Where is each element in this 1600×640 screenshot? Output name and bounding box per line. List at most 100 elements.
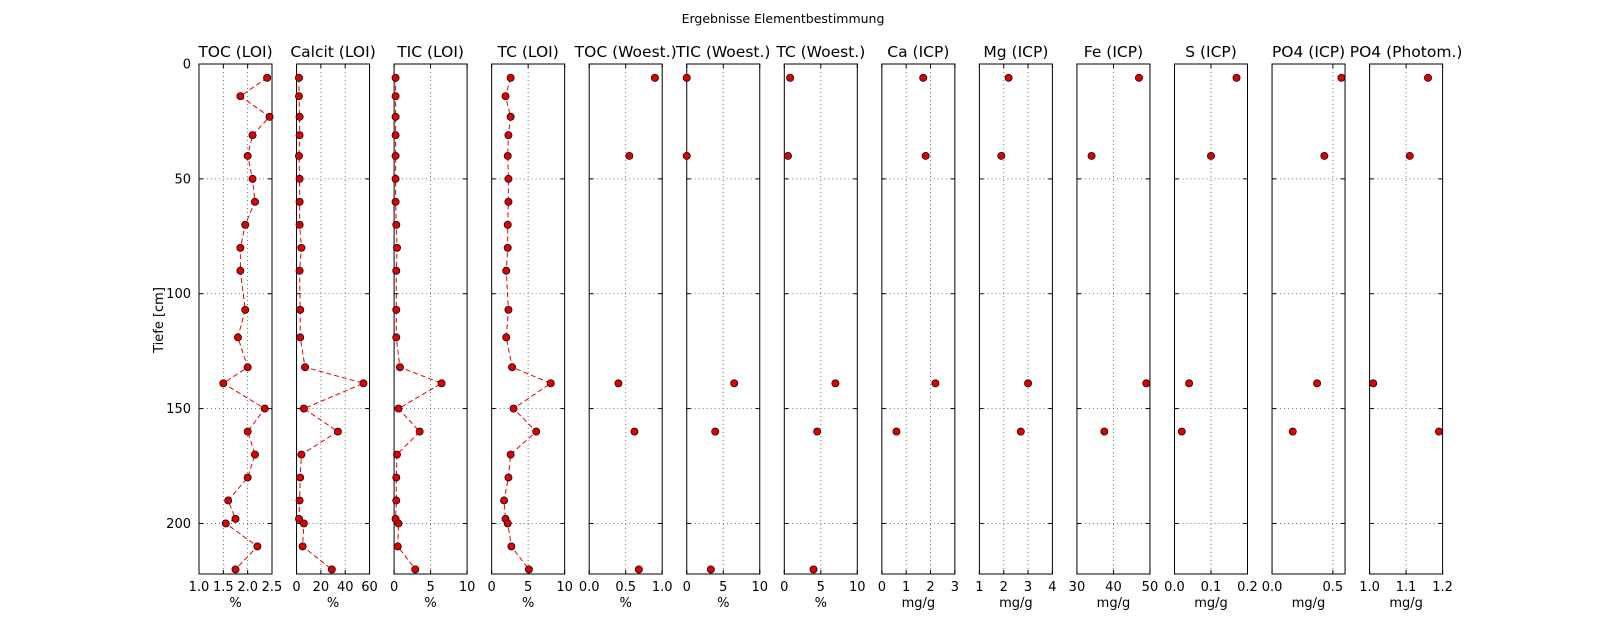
x-tick-label: 0 xyxy=(878,580,886,595)
x-tick-label: 5 xyxy=(426,580,434,595)
data-point xyxy=(248,131,257,140)
data-point xyxy=(392,496,401,505)
data-point xyxy=(919,73,928,82)
data-point xyxy=(415,427,424,436)
data-point xyxy=(1142,379,1151,388)
data-point xyxy=(295,197,304,206)
data-point xyxy=(260,404,269,413)
x-axis-label: % xyxy=(620,596,632,611)
data-point xyxy=(251,197,259,206)
data-point xyxy=(295,73,303,82)
data-point xyxy=(1434,427,1443,436)
panel-4: 0 5 10 TC (LOI)% xyxy=(488,43,573,611)
x-tick-label: 2.5 xyxy=(262,580,283,595)
data-point xyxy=(392,473,401,482)
data-point xyxy=(921,151,930,160)
x-tick-label: 50 xyxy=(1142,580,1159,595)
data-point xyxy=(391,92,400,101)
data-point xyxy=(1004,73,1013,82)
x-tick-label: 1.0 xyxy=(1359,580,1380,595)
data-point xyxy=(391,131,400,140)
data-point xyxy=(1337,73,1346,82)
data-point xyxy=(503,243,512,252)
data-point xyxy=(784,151,792,160)
panel-9: 1 2 3 4 Mg (ICP) mg/g xyxy=(975,43,1056,611)
x-axis-label: mg/g xyxy=(1194,596,1228,611)
x-axis-label: mg/g xyxy=(902,596,936,611)
y-tick-label: 100 xyxy=(166,287,191,302)
data-point xyxy=(297,450,306,459)
data-point xyxy=(395,363,404,372)
x-tick-label: 60 xyxy=(361,580,378,595)
panel-12: 0.0 0.5 PO4 (ICP) mg/g xyxy=(1262,43,1346,611)
data-point xyxy=(297,243,306,252)
data-point xyxy=(295,220,304,229)
data-point xyxy=(296,333,305,342)
panel-8: 0 1 2 3 Ca (ICP) mg/g xyxy=(878,43,959,611)
x-tick-label: 2 xyxy=(1000,580,1008,595)
data-point xyxy=(333,427,342,436)
series-line xyxy=(298,77,366,570)
data-point xyxy=(393,542,402,551)
data-point xyxy=(241,220,250,229)
panel-frame xyxy=(198,63,273,575)
data-point xyxy=(1177,427,1186,436)
data-point xyxy=(504,197,513,206)
data-point xyxy=(809,565,818,574)
x-tick-label: 0.0 xyxy=(1164,580,1185,595)
x-tick-label: 2.0 xyxy=(237,580,258,595)
panel-title: Ca (ICP) xyxy=(887,43,949,61)
data-point xyxy=(391,151,400,160)
x-tick-label: 5 xyxy=(524,580,532,595)
panel-title: Fe (ICP) xyxy=(1084,43,1143,61)
data-point xyxy=(393,243,401,252)
x-axis-label: % xyxy=(424,596,436,611)
data-point xyxy=(394,519,403,528)
data-point xyxy=(243,151,252,160)
x-axis-label: % xyxy=(522,596,534,611)
data-point xyxy=(295,496,304,505)
data-point xyxy=(327,565,336,574)
data-point xyxy=(391,197,400,206)
data-point xyxy=(393,450,401,459)
panel-6: 0 5 10 TIC (Woest.)% xyxy=(675,43,770,611)
x-tick-label: 0 xyxy=(488,580,496,595)
x-tick-label: 30 xyxy=(1069,580,1086,595)
data-point xyxy=(295,514,303,523)
data-point xyxy=(507,542,516,551)
data-point xyxy=(1024,379,1033,388)
data-point xyxy=(503,151,512,160)
data-point xyxy=(532,427,541,436)
panel-title: TIC (LOI) xyxy=(396,43,464,61)
panel-title: TOC (LOI) xyxy=(197,43,272,61)
x-axis-label: mg/g xyxy=(1292,596,1326,611)
data-point xyxy=(296,473,305,482)
data-point xyxy=(501,92,510,101)
panel-title: Calcit (LOI) xyxy=(290,43,375,61)
x-tick-label: 0 xyxy=(292,580,300,595)
data-point xyxy=(301,363,310,372)
x-axis-label: % xyxy=(717,596,729,611)
data-point xyxy=(265,112,274,121)
data-point xyxy=(630,427,639,436)
data-point xyxy=(1424,73,1432,82)
data-point xyxy=(500,496,509,505)
data-point xyxy=(243,473,252,482)
x-tick-label: 1.0 xyxy=(189,580,210,595)
data-point xyxy=(295,266,304,275)
data-point xyxy=(524,565,533,574)
panel-title: TIC (Woest.) xyxy=(675,43,770,61)
data-point xyxy=(504,174,513,183)
panel-title: PO4 (Photom.) xyxy=(1350,43,1463,61)
panel-13: 1.0 1.1 1.2 PO4 (Photom.) mg/g xyxy=(1350,43,1463,611)
data-point xyxy=(248,174,257,183)
data-point xyxy=(236,266,245,275)
x-axis-label: % xyxy=(815,596,827,611)
x-tick-label: 2 xyxy=(926,580,934,595)
data-point xyxy=(1232,73,1241,82)
x-tick-label: 0 xyxy=(683,580,691,595)
panel-title: PO4 (ICP) xyxy=(1272,43,1345,61)
data-point xyxy=(1288,427,1297,436)
data-point xyxy=(931,379,940,388)
